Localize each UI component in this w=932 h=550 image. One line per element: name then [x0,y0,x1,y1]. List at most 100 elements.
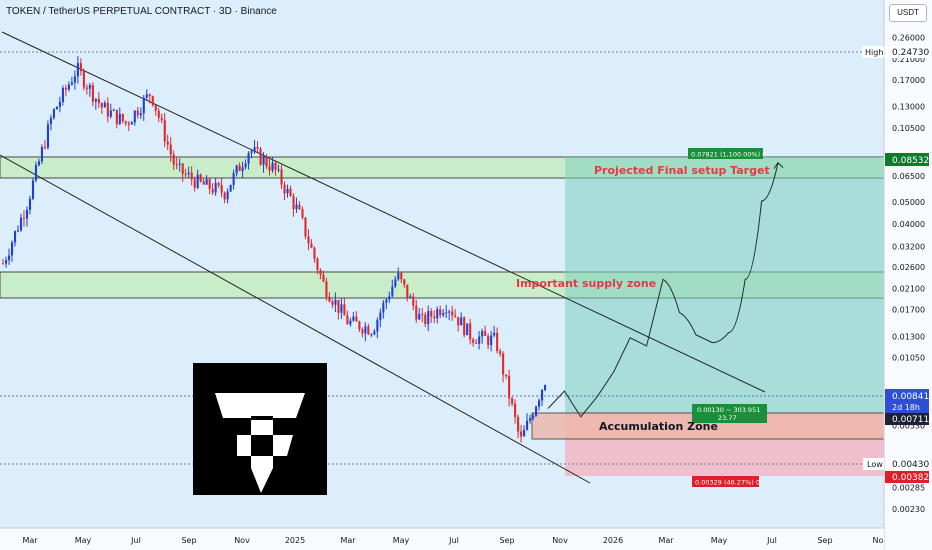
candle-body [97,98,100,104]
candle-body [346,315,349,325]
candle-body [109,110,112,117]
candle-body [283,184,286,194]
high-price-value: 0.24730 [892,48,929,58]
y-tick-label: 0.13000 [892,103,925,112]
candle-body [73,76,76,83]
entry-price-badge [885,413,929,425]
candle-body [418,313,421,320]
candle-body [181,163,184,174]
candle-body [508,376,511,399]
candle-body [2,263,5,265]
x-tick-label: May [393,536,410,545]
candle-body [160,117,163,120]
y-tick-label: 0.00285 [892,484,925,493]
candle-body [70,82,73,85]
projection-path [547,162,779,418]
candle-body [481,331,484,337]
candle-body [145,94,148,98]
candle-body [385,299,388,303]
candle-body [199,174,202,182]
candle-body [421,313,424,315]
time-axis[interactable] [0,528,884,550]
candle-body [499,351,502,354]
candle-body [478,336,481,344]
candle-body [538,400,541,407]
profit-area [565,157,884,413]
candle-body [541,389,544,401]
candle-body [361,329,364,334]
high-label: High [865,48,883,57]
x-tick-label: Mar [340,536,356,545]
candle-body [424,314,427,324]
candle-body [475,342,478,344]
candle-body [121,113,124,122]
candle-body [307,236,310,244]
candle-body [382,302,385,313]
candle-body [454,315,457,317]
x-tick-label: Nov [234,536,250,545]
candle-body [310,243,313,248]
x-tick-label: Sep [817,536,832,545]
candle-body [517,416,520,432]
currency-button[interactable]: USDT [889,4,927,22]
y-tick-label: 0.00230 [892,505,925,514]
candle-body [157,110,160,118]
candle-body [370,334,373,336]
candle-body [502,353,505,375]
y-tick-label: 0.06500 [892,172,925,181]
candle-body [253,147,256,151]
loss-tag: 0.00329 (46.27%) 0 [695,479,760,487]
candle-body [184,173,187,175]
candle-body [388,296,391,300]
candle-body [154,105,157,111]
candle-body [532,415,535,419]
candle-body [133,110,136,123]
candle-body [487,335,490,346]
candle-body [211,188,214,193]
candle-body [379,312,382,320]
candle-body [397,272,400,280]
candle-body [46,124,50,148]
candle-body [16,230,20,232]
candle-body [226,191,229,200]
candle-body [223,192,226,200]
candle-body [31,180,35,199]
candle-body [400,272,403,280]
candle-body [229,184,232,192]
candle-body [172,154,175,165]
x-tick-label: May [711,536,728,545]
candle-body [403,279,406,285]
candle-body [208,179,211,189]
y-tick-label: 0.01300 [892,332,925,341]
candle-body [352,316,355,321]
candle-body [430,311,433,317]
projected-target-label: Projected Final setup Target [594,164,770,177]
candle-body [151,96,154,106]
candle-body [451,311,454,316]
y-tick-label: 0.17000 [892,76,925,85]
ratio-tag-line1: 0.00130 ~ 303.951 [697,406,760,414]
candle-body [493,332,496,336]
ratio-tag-bg [692,404,767,423]
candle-body [322,274,325,282]
x-tick-label: No [873,536,884,545]
current-price-badge [885,389,929,413]
x-tick-label: Jul [448,536,459,545]
candle-body [367,326,370,335]
x-tick-label: Nov [552,536,568,545]
candle-body [4,260,8,264]
y-tick-label: 0.01050 [892,354,925,363]
candle-body [274,162,277,170]
candle-body [28,198,32,210]
candle-body [163,119,166,142]
candle-body [376,319,379,332]
candle-body [139,113,142,116]
candle-body [262,156,265,165]
x-tick-label: Mar [22,536,38,545]
candle-body [91,85,94,102]
y-tick-label: 0.04000 [892,220,925,229]
candle-body [115,109,118,124]
candle-body [463,317,466,336]
candle-body [82,71,85,88]
